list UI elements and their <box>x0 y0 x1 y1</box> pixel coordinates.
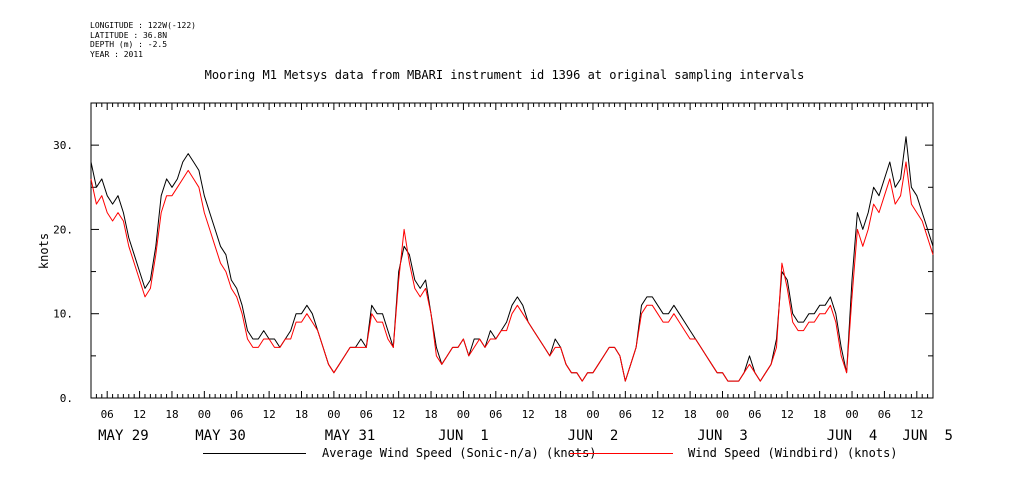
y-tick-label: 10. <box>53 308 73 321</box>
x-hour-label: 00 <box>586 408 599 421</box>
legend-label-sonic: Average Wind Speed (Sonic-n/a) (knots) <box>322 446 597 460</box>
series-line-sonic <box>90 136 934 382</box>
x-hour-label: 12 <box>392 408 405 421</box>
x-hour-label: 12 <box>910 408 923 421</box>
legend-label-windbird: Wind Speed (Windbird) (knots) <box>688 446 898 460</box>
x-hour-label: 18 <box>813 408 826 421</box>
x-hour-label: 00 <box>198 408 211 421</box>
depth-label: DEPTH (m) : -2.5 <box>90 40 168 49</box>
x-hour-label: 00 <box>845 408 858 421</box>
metadata-block: LONGITUDE : 122W(-122) LATITUDE : 36.8N … <box>90 21 196 59</box>
legend-swatch-sonic <box>203 453 306 454</box>
x-hour-label: 00 <box>716 408 729 421</box>
x-day-label: JUN 1 <box>438 428 489 444</box>
x-day-label: JUN 2 <box>568 428 619 444</box>
x-hour-label: 06 <box>360 408 373 421</box>
y-axis-label: knots <box>37 233 51 269</box>
longitude-label: LONGITUDE : 122W(-122) <box>90 21 196 30</box>
x-hour-label: 12 <box>651 408 664 421</box>
x-hour-label: 00 <box>327 408 340 421</box>
y-tick-label: 0. <box>60 392 73 405</box>
x-hour-label: 06 <box>230 408 243 421</box>
x-hour-label: 18 <box>554 408 567 421</box>
x-day-label: JUN 3 <box>697 428 748 444</box>
x-hour-label: 12 <box>522 408 535 421</box>
x-hour-label: 00 <box>457 408 470 421</box>
x-hour-label: 12 <box>781 408 794 421</box>
x-hour-label: 06 <box>101 408 114 421</box>
legend-swatch-windbird <box>570 453 673 454</box>
year-label: YEAR : 2011 <box>90 49 143 59</box>
x-hour-label: 12 <box>133 408 146 421</box>
plot-frame <box>90 102 934 399</box>
x-hour-label: 12 <box>262 408 275 421</box>
x-day-label: MAY 29 <box>98 428 149 444</box>
x-day-label: JUN 5 <box>902 428 953 444</box>
x-day-label: MAY 31 <box>325 428 376 444</box>
x-hour-label: 18 <box>683 408 696 421</box>
latitude-label: LATITUDE : 36.8N <box>90 30 168 40</box>
x-hour-label: 18 <box>295 408 308 421</box>
chart-title: Mooring M1 Metsys data from MBARI instru… <box>204 68 805 82</box>
y-tick-label: 20. <box>53 223 73 236</box>
x-hour-label: 06 <box>748 408 761 421</box>
x-hour-label: 06 <box>489 408 502 421</box>
y-tick-label: 30. <box>53 139 73 152</box>
x-day-label: MAY 30 <box>195 428 246 444</box>
x-hour-label: 18 <box>165 408 178 421</box>
x-hour-label: 06 <box>619 408 632 421</box>
x-day-label: JUN 4 <box>827 428 878 444</box>
x-hour-label: 18 <box>424 408 437 421</box>
series-line-windbird <box>90 161 934 382</box>
x-hour-label: 06 <box>878 408 891 421</box>
